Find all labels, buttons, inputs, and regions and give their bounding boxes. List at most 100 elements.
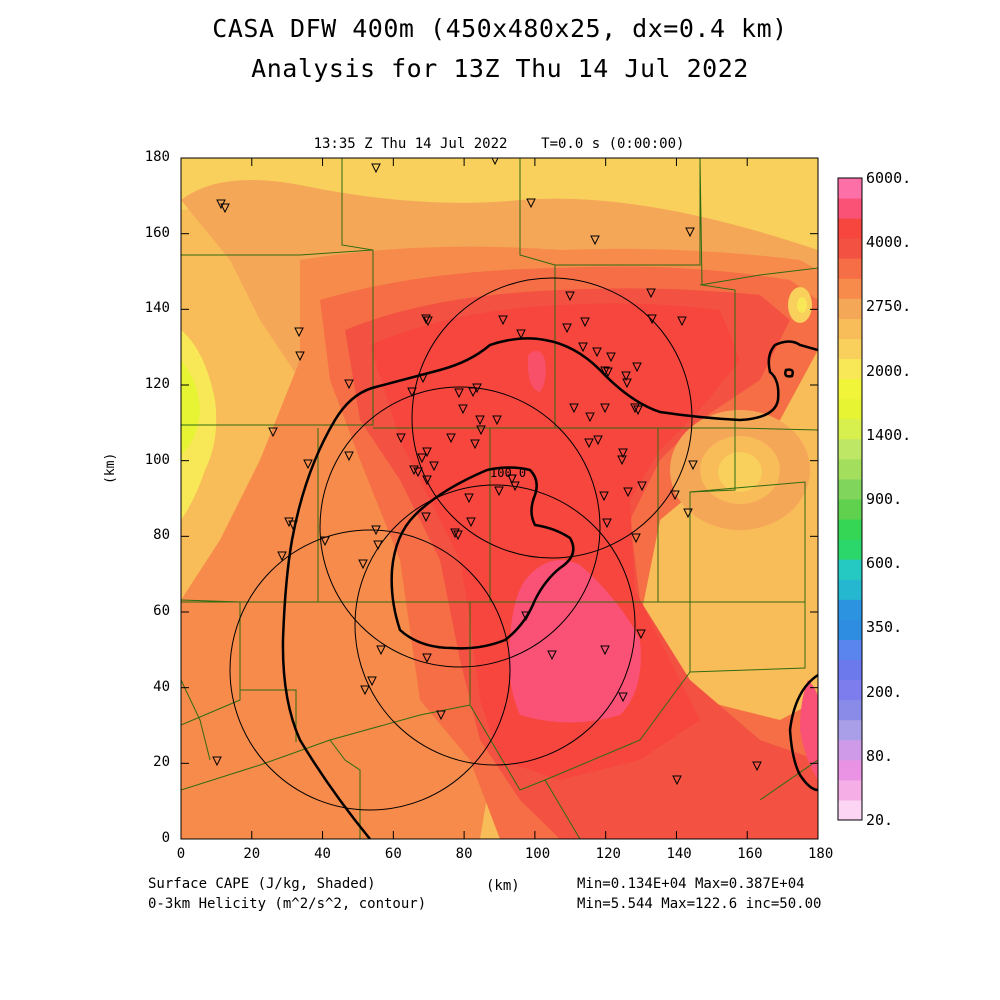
- colorbar-swatch: [838, 619, 862, 640]
- figure-title-line2: Analysis for 13Z Thu 14 Jul 2022: [251, 54, 749, 83]
- station-marker-icon: [344, 379, 354, 390]
- y-tick-label: 120: [144, 376, 170, 392]
- colorbar-swatch: [838, 799, 862, 821]
- colorbar-swatch: [838, 318, 862, 339]
- colorbar-swatch: [838, 679, 862, 701]
- colorbar-label: 350.: [866, 618, 903, 637]
- station-marker-icon: [590, 235, 600, 246]
- station-marker-icon: [454, 388, 464, 399]
- colorbar-swatch: [838, 198, 862, 219]
- station-marker-icon: [475, 415, 485, 426]
- colorbar-swatch: [838, 218, 862, 239]
- station-marker-icon: [521, 611, 531, 622]
- station-marker-icon: [600, 366, 610, 377]
- colorbar-swatch: [838, 238, 862, 259]
- station-marker-icon: [466, 517, 476, 528]
- station-marker-icon: [622, 378, 632, 389]
- colorbar-swatch: [838, 398, 862, 420]
- colorbar-swatch: [838, 418, 862, 440]
- station-marker-icon: [371, 163, 381, 174]
- station-marker-icon: [599, 491, 609, 502]
- station-marker-icon: [637, 481, 647, 492]
- station-marker-icon: [464, 493, 474, 504]
- station-marker-icon: [547, 650, 557, 661]
- station-marker-icon: [498, 315, 508, 326]
- station-marker-icon: [450, 528, 460, 539]
- station-marker-icon: [422, 447, 432, 458]
- station-marker-icon: [600, 403, 610, 414]
- station-marker-icon: [621, 371, 631, 382]
- station-marker-icon: [417, 453, 427, 464]
- station-marker-icon: [677, 316, 687, 327]
- footer-cape-minmax: Min=0.134E+04 Max=0.387E+04: [577, 876, 805, 892]
- station-marker-icon: [618, 448, 628, 459]
- colorbar-label: 2000.: [866, 361, 912, 380]
- contour-label: 100.0: [490, 466, 526, 480]
- cape-shaded-field: [181, 158, 818, 839]
- colorbar-swatch: [838, 579, 862, 600]
- colorbar-swatch: [838, 278, 862, 299]
- station-marker-icon: [569, 403, 579, 414]
- station-marker-icon: [320, 536, 330, 547]
- y-tick-label: 160: [144, 224, 170, 241]
- station-marker-icon: [602, 518, 612, 529]
- station-marker-icon: [344, 451, 354, 462]
- colorbar-swatch: [838, 478, 862, 500]
- station-marker-icon: [580, 317, 590, 328]
- station-marker-icon: [358, 559, 368, 570]
- station-marker-icon: [288, 520, 298, 531]
- station-marker-icon: [376, 645, 386, 656]
- station-marker-icon: [565, 291, 575, 302]
- station-marker-icon: [647, 314, 657, 325]
- station-marker-icon: [631, 533, 641, 544]
- station-marker-icon: [429, 461, 439, 472]
- station-marker-icon: [371, 525, 381, 536]
- station-marker-icon: [422, 475, 432, 486]
- colorbar-swatch: [838, 699, 862, 721]
- station-marker-icon: [584, 438, 594, 449]
- station-marker-icon: [603, 367, 613, 378]
- station-marker-icon: [670, 490, 680, 501]
- station-marker-icon: [685, 227, 695, 238]
- station-marker-icon: [507, 474, 517, 485]
- station-marker-icon: [476, 425, 486, 436]
- x-tick-label: 40: [314, 846, 331, 862]
- footer-helicity-description: 0-3km Helicity (m^2/s^2, contour): [148, 896, 427, 912]
- station-marker-icon: [585, 412, 595, 423]
- station-marker-icon: [294, 327, 304, 338]
- colorbar-label: 20.: [866, 811, 894, 829]
- colorbar-swatch: [838, 358, 862, 380]
- station-marker-icon: [396, 433, 406, 444]
- station-marker-icon: [423, 316, 433, 327]
- colorbar-swatch: [838, 519, 862, 540]
- x-tick-label: 80: [455, 846, 473, 862]
- y-axis-label: (km): [103, 452, 118, 484]
- y-tick-label: 0: [161, 830, 170, 846]
- colorbar-label: 200.: [866, 682, 903, 701]
- station-marker-icon: [360, 685, 370, 696]
- station-marker-icon: [407, 387, 417, 398]
- station-marker-icon: [636, 629, 646, 640]
- station-marker-icon: [578, 342, 588, 353]
- colorbar: [838, 178, 862, 821]
- station-marker-icon: [526, 198, 536, 209]
- colorbar-label: 6000.: [866, 169, 912, 187]
- colorbar-frame: [837, 177, 863, 821]
- colorbar-swatch: [838, 659, 862, 681]
- station-marker-icon: [592, 347, 602, 358]
- station-marker-icon: [453, 530, 463, 541]
- station-marker-icon: [468, 387, 478, 398]
- colorbar-label: 1400.: [866, 425, 912, 444]
- y-tick-label: 180: [144, 149, 170, 165]
- station-marker-icon: [752, 761, 762, 772]
- colorbar-label: 4000.: [866, 233, 912, 252]
- colorbar-swatch: [838, 499, 862, 520]
- x-axis-label: (km): [486, 878, 520, 894]
- station-marker-icon: [618, 692, 628, 703]
- station-marker-icon: [593, 435, 603, 446]
- colorbar-swatch: [838, 539, 862, 560]
- station-marker-icon: [510, 481, 520, 492]
- colorbar-swatch: [838, 338, 862, 360]
- x-tick-label: 180: [808, 846, 834, 862]
